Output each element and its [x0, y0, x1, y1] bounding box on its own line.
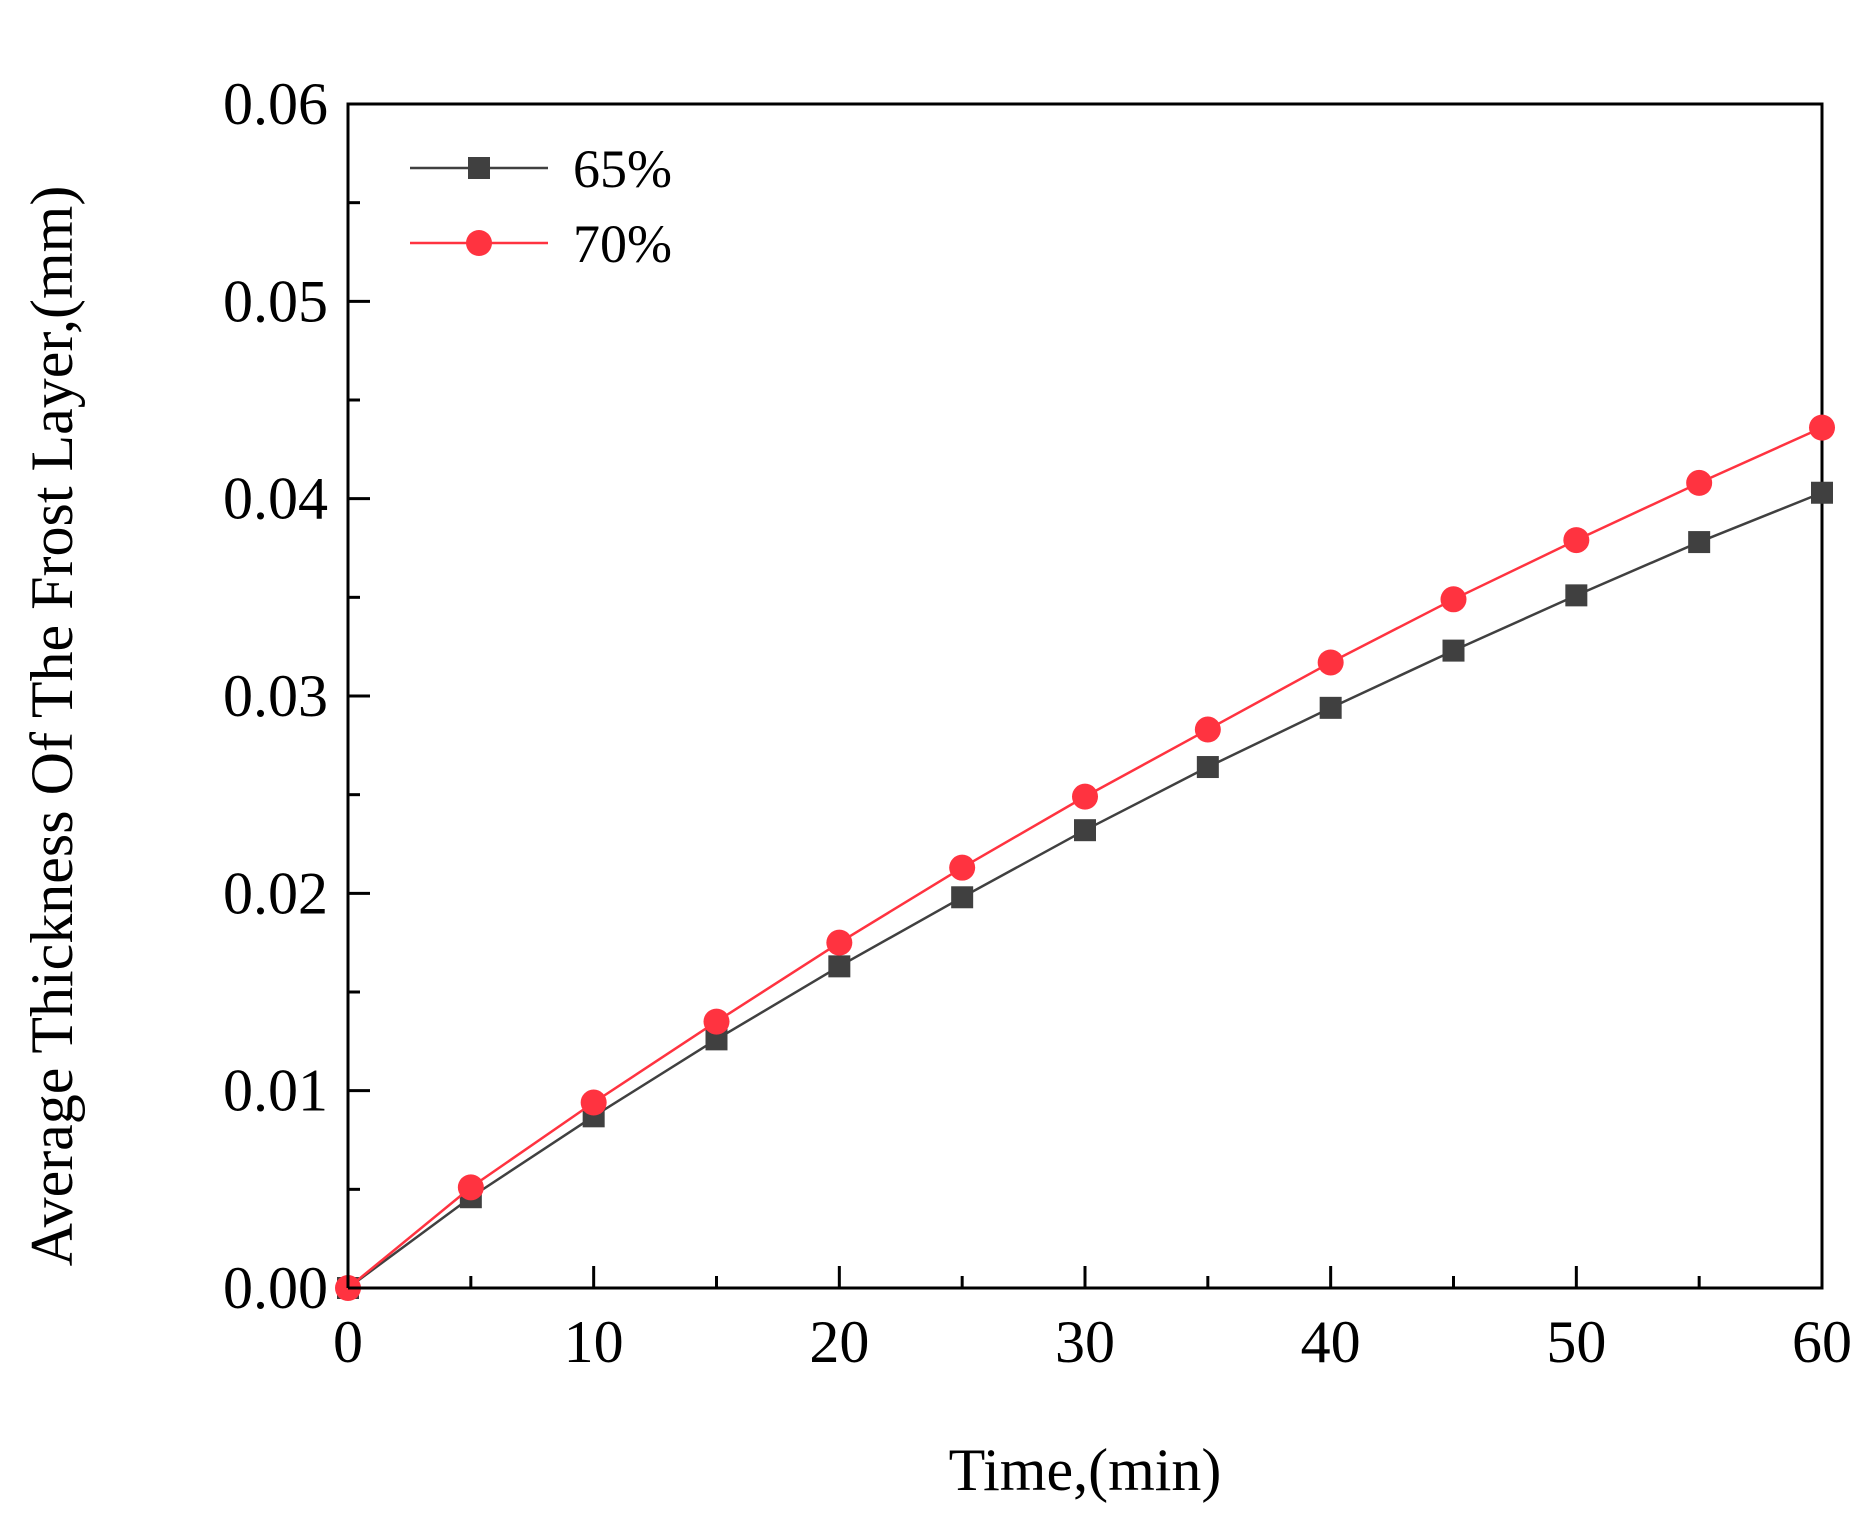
data-point	[705, 1028, 728, 1051]
y-tick-label: 0.06	[223, 71, 328, 137]
plot-frame	[346, 102, 1824, 1290]
data-point	[1074, 819, 1096, 842]
x-tick-label: 0	[333, 1309, 363, 1375]
y-tick-label: 0.03	[223, 663, 328, 729]
legend-marker	[468, 157, 490, 179]
data-point	[1196, 756, 1219, 779]
data-point	[1194, 716, 1221, 743]
data-point	[1072, 783, 1098, 810]
legend-label: 70%	[573, 214, 672, 274]
series-1	[337, 481, 1833, 1299]
y-tick-label: 0.00	[223, 1255, 328, 1321]
data-point	[1686, 469, 1713, 496]
data-point	[951, 886, 974, 909]
data-point	[828, 955, 851, 978]
legend-label: 65%	[573, 139, 672, 199]
x-axis-title: Time,(min)	[949, 1437, 1222, 1503]
x-tick-label: 20	[809, 1309, 869, 1375]
plot-area	[346, 102, 1824, 1290]
data-point	[1442, 639, 1465, 662]
series-2	[335, 414, 1835, 1301]
data-point	[1563, 527, 1590, 554]
series-layer	[335, 414, 1835, 1301]
y-axis-title: Average Thickness Of The Frost Layer,(mm…	[19, 186, 85, 1267]
legend: 65%70%	[410, 139, 672, 274]
x-tick-label: 50	[1546, 1309, 1606, 1375]
legend-marker	[466, 230, 492, 256]
y-tick-label: 0.01	[223, 1058, 328, 1124]
x-tick-label: 30	[1055, 1309, 1115, 1375]
legend-item: 70%	[410, 214, 672, 274]
x-tick-label: 10	[564, 1309, 624, 1375]
legend-item: 65%	[410, 139, 672, 199]
axis-ticks: 0 10 20 30 40 50 60 0.00 0.01 0.02 0.03 0.04 0.05 0.0…	[223, 71, 1852, 1375]
x-tick-label: 60	[1792, 1309, 1852, 1375]
data-point	[580, 1089, 607, 1116]
data-point	[1440, 586, 1467, 613]
x-tick-label: 40	[1301, 1309, 1361, 1375]
y-tick-label: 0.04	[223, 466, 328, 532]
data-point	[1809, 414, 1835, 441]
series-line	[347, 426, 1823, 1289]
data-point	[1811, 481, 1833, 504]
data-point	[457, 1174, 484, 1201]
y-tick-label: 0.05	[223, 268, 328, 334]
y-tick-label: 0.02	[223, 860, 328, 926]
series-line	[347, 491, 1823, 1290]
data-point	[1317, 649, 1344, 676]
data-point	[1319, 696, 1342, 719]
data-point	[1688, 531, 1711, 554]
data-point	[949, 854, 976, 881]
data-point	[1565, 584, 1588, 607]
data-point	[826, 929, 853, 956]
data-point	[703, 1008, 730, 1035]
